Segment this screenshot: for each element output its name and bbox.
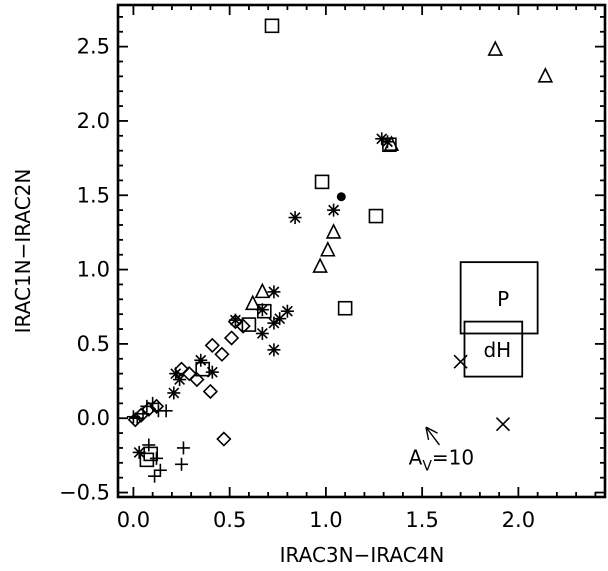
y-tick-label: 1.0 bbox=[77, 258, 110, 282]
plot-frame bbox=[116, 3, 607, 499]
diamond-point bbox=[235, 318, 251, 334]
triangle-point bbox=[383, 135, 400, 152]
diamond-point bbox=[227, 313, 244, 330]
region-box-label: dH bbox=[483, 338, 511, 362]
asterisk-point bbox=[205, 365, 219, 379]
x-tick-label: 0.0 bbox=[117, 508, 150, 532]
y-axis-label: IRAC1N−IRAC2N bbox=[11, 169, 35, 334]
cross-point bbox=[495, 417, 511, 432]
asterisk-point bbox=[255, 326, 269, 340]
x-axis-ticks: 0.0 0.5 1.0 1.5 2.0 bbox=[117, 5, 597, 532]
asterisk-point bbox=[173, 373, 187, 387]
diamond-point bbox=[173, 361, 190, 377]
asterisk-point bbox=[194, 353, 208, 367]
square-point bbox=[314, 174, 330, 190]
square-point bbox=[368, 208, 384, 224]
data-points bbox=[126, 18, 554, 483]
y-tick-label: 0.0 bbox=[77, 406, 110, 430]
extinction-label-rest: =10 bbox=[432, 445, 474, 469]
triangle-point bbox=[244, 294, 261, 311]
asterisk-point bbox=[167, 386, 181, 400]
square-point bbox=[264, 18, 280, 34]
plus-point bbox=[140, 399, 154, 413]
diamond-point bbox=[216, 431, 232, 447]
square-point bbox=[139, 452, 155, 468]
region-box-label: P bbox=[497, 287, 509, 311]
plus-point bbox=[159, 404, 173, 418]
triangle-point bbox=[254, 282, 271, 299]
extinction-label: AV=10 bbox=[409, 445, 474, 474]
y-tick-label: 0.5 bbox=[77, 332, 110, 356]
diamond-point bbox=[202, 383, 219, 400]
region-box bbox=[463, 320, 524, 378]
diamond-point bbox=[181, 365, 197, 382]
x-tick-label: 2.0 bbox=[502, 508, 535, 532]
plus-point bbox=[126, 410, 140, 424]
extinction-label-main: A bbox=[409, 445, 423, 469]
extinction-arrow-head bbox=[425, 427, 430, 441]
diamond-point bbox=[204, 337, 220, 354]
square-point bbox=[337, 300, 353, 316]
y-tick-label: −0.5 bbox=[59, 481, 110, 505]
diamond-point bbox=[189, 371, 205, 388]
asterisk-point bbox=[273, 312, 287, 326]
plus-point bbox=[153, 463, 167, 477]
diamond-point bbox=[214, 346, 230, 362]
x-tick-label: 1.0 bbox=[309, 508, 342, 532]
plus-point bbox=[176, 441, 190, 455]
cross-point bbox=[453, 354, 468, 369]
extinction-arrow bbox=[425, 426, 441, 446]
diamond-point bbox=[223, 330, 240, 346]
plus-point bbox=[148, 469, 162, 483]
asterisk-point bbox=[267, 316, 281, 330]
square-point bbox=[256, 303, 272, 319]
annotations: PdH AV=10 bbox=[409, 261, 539, 474]
y-tick-label: 2.0 bbox=[77, 109, 110, 133]
triangle-point bbox=[325, 223, 342, 239]
asterisk-point bbox=[267, 285, 281, 299]
y-tick-label: 2.5 bbox=[77, 35, 110, 59]
triangle-point bbox=[320, 240, 336, 257]
plus-point bbox=[142, 438, 156, 452]
region-box bbox=[459, 261, 539, 335]
extinction-arrow-head bbox=[425, 426, 438, 434]
asterisk-point bbox=[132, 445, 146, 459]
plus-point bbox=[146, 396, 160, 410]
x-axis-label: IRAC3N−IRAC4N bbox=[280, 543, 445, 567]
triangle-point bbox=[312, 257, 328, 273]
square-point bbox=[241, 317, 257, 332]
plus-point bbox=[149, 451, 163, 465]
asterisk-point bbox=[327, 203, 341, 217]
extinction-label-sub: V bbox=[422, 458, 432, 474]
x-tick-label: 0.5 bbox=[213, 508, 246, 532]
asterisk-point bbox=[288, 211, 302, 225]
filled-circle-point bbox=[336, 192, 346, 202]
triangle-point bbox=[487, 40, 504, 56]
x-tick-label: 1.5 bbox=[405, 508, 438, 532]
y-tick-label: 1.5 bbox=[77, 183, 110, 207]
asterisk-point bbox=[267, 343, 281, 357]
y-axis-ticks: −0.5 0.0 0.5 1.0 1.5 2.0 2.5 bbox=[59, 15, 605, 505]
triangle-point bbox=[537, 67, 554, 83]
plus-point bbox=[175, 457, 189, 471]
